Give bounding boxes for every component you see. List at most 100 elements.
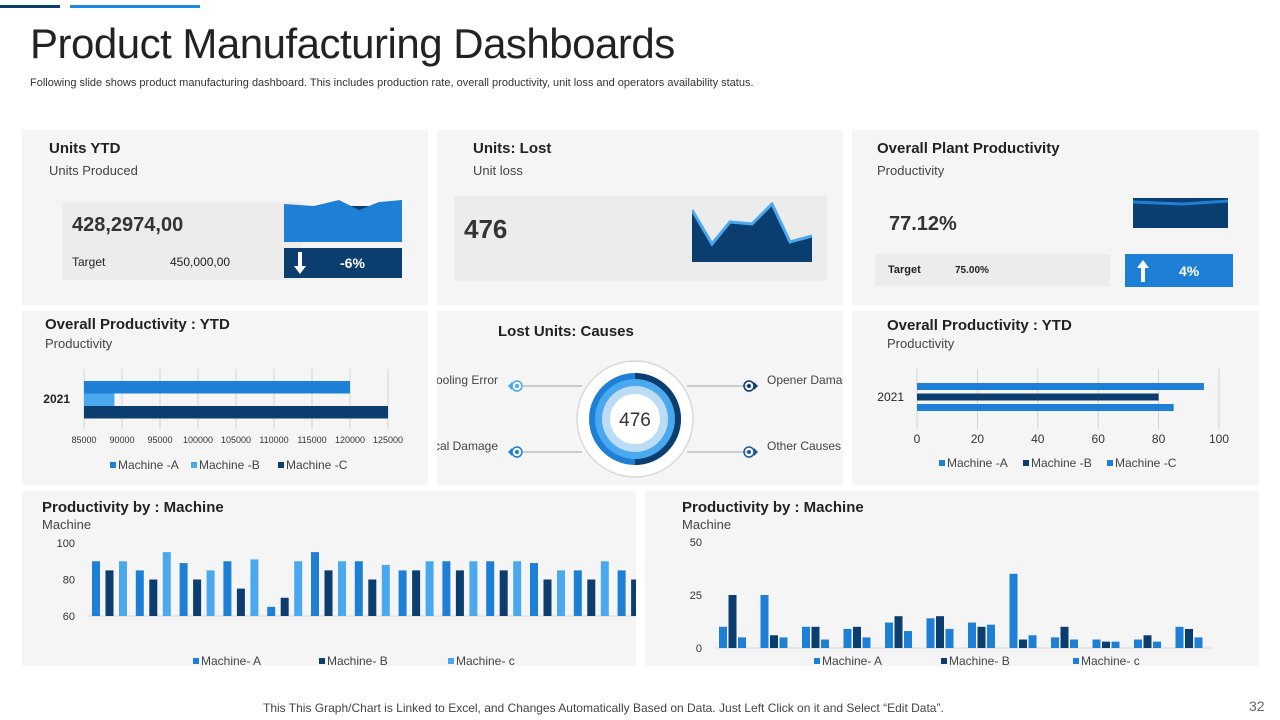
x-tick-label: 125000	[373, 435, 403, 445]
productivity-ytd-left-panel: Overall Productivity : YTD Productivity …	[22, 311, 428, 485]
bar	[853, 626, 861, 648]
bar	[354, 561, 363, 616]
bar	[738, 637, 746, 648]
productivity-machine-right-subtitle: Machine	[682, 517, 732, 532]
bar	[917, 383, 1204, 390]
bar	[84, 393, 115, 406]
legend-swatch	[941, 658, 947, 664]
bar	[311, 552, 319, 616]
legend-swatch	[1073, 658, 1079, 664]
bar	[149, 579, 158, 616]
productivity-ytd-right-panel: Overall Productivity : YTD Productivity …	[852, 311, 1259, 485]
bar	[543, 579, 552, 616]
bar	[600, 561, 609, 616]
cause-label-other: Other Causes	[767, 439, 841, 453]
bar	[843, 628, 852, 648]
productivity-ytd-right-title: Overall Productivity : YTD	[887, 317, 1072, 334]
productivity-machine-left-subtitle: Machine	[42, 517, 92, 532]
lost-causes-center-value: 476	[619, 410, 651, 431]
plant-productivity-target-box: Target 75.00%	[875, 254, 1110, 286]
page-subtitle: Following slide shows product manufactur…	[30, 77, 754, 89]
productivity-ytd-right-subtitle: Productivity	[887, 336, 955, 351]
bar	[1092, 639, 1101, 648]
plant-productivity-change: 4%	[1179, 262, 1200, 279]
bar	[236, 588, 245, 616]
bar	[587, 579, 596, 616]
legend-swatch	[193, 658, 199, 664]
x-tick-label: 100000	[183, 435, 213, 445]
legend-swatch	[319, 658, 325, 664]
y-tick-label: 100	[57, 538, 75, 550]
bar	[162, 552, 171, 616]
bar	[206, 570, 215, 616]
bar	[557, 570, 565, 616]
plant-productivity-change-badge: 4%	[1125, 254, 1233, 287]
productivity-machine-left-title: Productivity by : Machine	[42, 499, 224, 516]
legend-label: Machine- A	[822, 654, 882, 666]
bar	[250, 559, 259, 616]
bar	[1060, 626, 1069, 648]
units-lost-panel: Units: Lost Unit loss 476	[437, 130, 843, 305]
x-tick-label: 120000	[335, 435, 365, 445]
legend-label: Machine -C	[286, 458, 348, 472]
bar	[193, 579, 202, 616]
lost-causes-title: Lost Units: Causes	[498, 323, 634, 340]
target-icon	[511, 380, 523, 392]
units-ytd-value-box: 428,2974,00 Target 450,000,00	[62, 202, 302, 280]
bar	[1009, 573, 1018, 648]
bar	[885, 622, 893, 648]
bar	[1153, 641, 1161, 648]
bar	[987, 624, 995, 648]
legend-swatch	[110, 462, 116, 468]
bar	[105, 570, 114, 616]
units-ytd-target-label: Target	[72, 255, 106, 269]
y-category-label: 2021	[43, 392, 70, 406]
bar	[135, 570, 144, 616]
header-accent-line-dark	[0, 5, 60, 8]
productivity-ytd-right-chart: 0 20 40 60 80 100 2021 Machine -A Machine -B Mach…	[877, 369, 1229, 470]
bar	[294, 561, 303, 616]
bar	[179, 563, 188, 616]
bar	[573, 570, 582, 616]
units-ytd-change-badge: -6%	[284, 248, 402, 278]
bar	[368, 579, 377, 616]
bar	[1185, 628, 1193, 648]
x-tick-label: 60	[1092, 432, 1106, 446]
bar	[92, 561, 100, 616]
plant-productivity-value: 77.12%	[889, 213, 957, 235]
bar	[338, 561, 346, 616]
legend-label: Machine -A	[947, 456, 1008, 470]
legend-label: Machine- A	[201, 654, 261, 666]
units-ytd-sparkline	[284, 200, 402, 242]
bar	[631, 579, 636, 616]
bar	[1070, 639, 1078, 648]
legend-swatch	[814, 658, 820, 664]
bar	[1111, 641, 1120, 648]
cause-label-physical: Physical Damage	[437, 439, 498, 453]
legend-label: Machine- B	[327, 654, 388, 666]
legend-swatch	[448, 658, 454, 664]
units-ytd-subtitle: Units Produced	[49, 163, 138, 178]
cause-label-tooling: Tooling Error	[437, 373, 498, 387]
legend-label: Machine- B	[949, 654, 1010, 666]
x-tick-label: 95000	[147, 435, 172, 445]
x-tick-label: 40	[1031, 432, 1045, 446]
bar	[398, 570, 407, 616]
legend-label: Machine- c	[456, 654, 515, 666]
bar	[267, 606, 276, 616]
bar	[968, 622, 976, 648]
productivity-machine-right-title: Productivity by : Machine	[682, 499, 864, 516]
y-tick-label: 60	[63, 611, 75, 623]
bar	[1051, 637, 1059, 648]
legend-swatch	[278, 462, 284, 468]
bar	[779, 637, 788, 648]
bar	[1102, 641, 1110, 648]
bar	[1194, 637, 1203, 648]
page-number: 32	[1249, 698, 1265, 714]
bar	[936, 616, 944, 648]
x-tick-label: 20	[971, 432, 985, 446]
productivity-machine-right-panel: Productivity by : Machine Machine 50 25 0 M…	[645, 491, 1259, 666]
units-ytd-value: 428,2974,00	[72, 214, 184, 236]
bar	[1134, 639, 1142, 648]
bar	[280, 597, 289, 616]
